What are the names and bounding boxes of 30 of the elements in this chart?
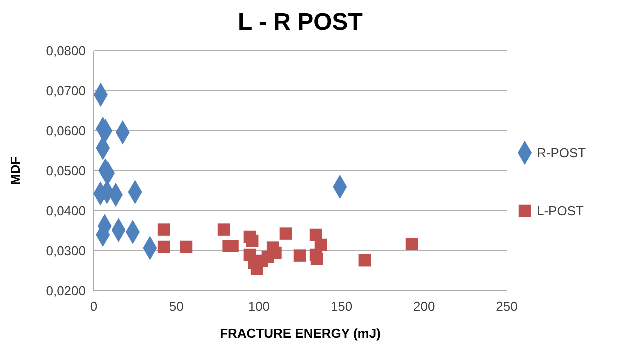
y-tick-label: 0,0800 — [46, 44, 86, 59]
y-tick-label: 0,0300 — [46, 244, 86, 259]
x-tick-label: 200 — [414, 299, 436, 314]
point — [180, 240, 193, 254]
y-tick-label: 0,0400 — [46, 204, 86, 219]
y-tick-label: 0,0500 — [46, 164, 86, 179]
point — [158, 224, 170, 236]
point — [218, 224, 230, 236]
y-tick-label: 0,0600 — [46, 124, 86, 139]
point — [226, 240, 239, 252]
point — [310, 252, 324, 266]
legend-label: L-POST — [537, 204, 584, 219]
x-tick-label: 0 — [90, 299, 98, 314]
point — [246, 234, 259, 248]
legend-label: R-POST — [537, 146, 586, 161]
y-axis-title: MDF — [8, 156, 23, 186]
chart-title: L - R POST — [238, 9, 364, 36]
x-tick-label: 150 — [330, 299, 353, 314]
x-axis-title: FRACTURE ENERGY (mJ) — [220, 326, 381, 341]
point — [158, 240, 170, 254]
point — [294, 250, 306, 262]
y-tick-label: 0,0200 — [46, 284, 86, 299]
x-tick-label: 50 — [169, 299, 184, 314]
x-tick-label: 100 — [248, 299, 270, 314]
point — [406, 238, 418, 250]
point — [358, 254, 372, 267]
point — [314, 238, 328, 252]
point — [280, 228, 292, 240]
y-tick-label: 0,0700 — [46, 84, 86, 99]
x-tick-label: 250 — [496, 299, 518, 314]
